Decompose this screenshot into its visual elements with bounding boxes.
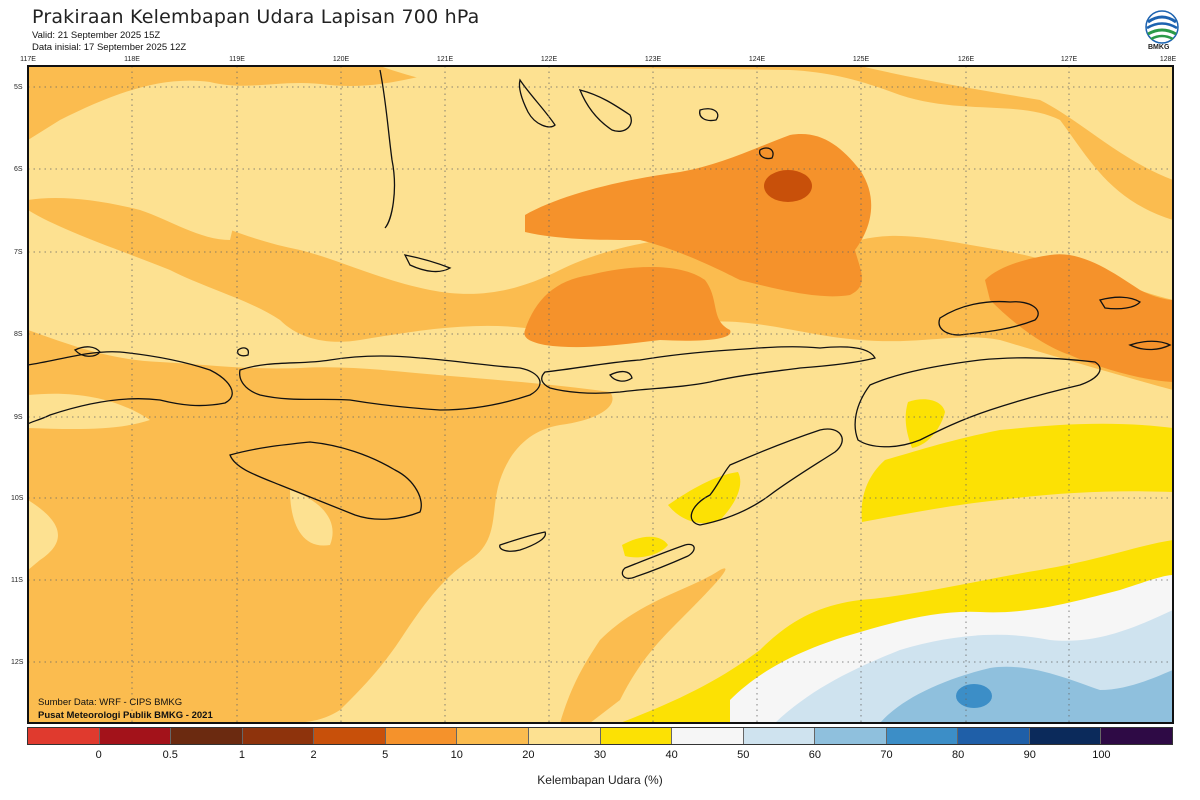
coast-small-n	[759, 147, 774, 160]
field-20-30-west-lobe	[28, 393, 333, 570]
humidity-field	[28, 66, 1173, 723]
lat-tick: 12S	[11, 659, 24, 666]
coast-small-e	[1128, 340, 1172, 351]
coast-sumbawa	[239, 355, 541, 411]
legend-label: 90	[1023, 749, 1036, 761]
coast-small-w	[73, 346, 101, 357]
legend-swatch	[886, 728, 959, 744]
lon-tick: 122E	[541, 56, 558, 63]
lat-lon-grid	[28, 66, 1173, 723]
bmkg-logo-label: BMKG	[1148, 44, 1170, 51]
coast-sumba	[229, 441, 422, 520]
lat-tick: 8S	[14, 331, 23, 338]
coast-rote-south	[621, 543, 695, 579]
bmkg-logo-icon	[1145, 10, 1179, 44]
legend-swatch	[28, 728, 100, 744]
coast-wetar	[938, 300, 1039, 336]
lat-tick: 10S	[11, 495, 24, 502]
legend-label: 70	[880, 749, 893, 761]
legend-swatch	[99, 728, 172, 744]
legend-swatch	[242, 728, 315, 744]
lon-tick: 125E	[853, 56, 870, 63]
lon-tick: 128E	[1160, 56, 1177, 63]
field-60-70	[880, 666, 1173, 723]
legend-swatch	[1029, 728, 1102, 744]
legend-swatch	[385, 728, 458, 744]
legend-label: 80	[952, 749, 965, 761]
legend-label: 20	[522, 749, 535, 761]
legend-swatch	[815, 728, 887, 744]
coast-buton	[578, 89, 632, 132]
legend-label: 10	[450, 749, 463, 761]
field-5-10-east	[985, 254, 1173, 382]
legend-label: 0	[95, 749, 102, 761]
coast-flores	[541, 346, 876, 394]
publisher: Pusat Meteorologi Publik BMKG - 2021	[38, 710, 213, 721]
legend-swatch	[600, 728, 673, 744]
coast-timor	[854, 357, 1101, 448]
lon-tick: 127E	[1061, 56, 1078, 63]
field-70-80	[956, 684, 992, 708]
map-title: Prakiraan Kelembapan Udara Lapisan 700 h…	[32, 6, 480, 28]
lon-tick: 123E	[645, 56, 662, 63]
coast-komodo	[609, 370, 633, 382]
field-5-10-central	[524, 266, 731, 348]
field-20-30-north	[28, 66, 1173, 240]
lon-tick-labels: 117E 118E 119E 120E 121E 122E 123E 124E …	[20, 56, 1176, 63]
coast-sulawesi-s	[379, 69, 396, 229]
lon-tick: 119E	[229, 56, 245, 63]
coast-selayar	[403, 254, 452, 273]
legend-label: 1	[238, 749, 245, 761]
legend-label: 2	[310, 749, 317, 761]
lat-tick: 11S	[11, 577, 23, 584]
lat-tick-labels: 5S 6S 7S 8S 9S 10S 11S 12S	[11, 84, 24, 666]
legend-label: 0.5	[162, 749, 178, 761]
lat-tick: 9S	[14, 414, 23, 421]
humidity-map: 117E 118E 119E 120E 121E 122E 123E 124E …	[11, 56, 1176, 724]
lat-tick: 6S	[14, 166, 23, 173]
lon-tick: 121E	[437, 56, 454, 63]
coast-savu-rote	[690, 428, 843, 526]
field-10-20	[28, 66, 1173, 390]
lon-tick: 124E	[749, 56, 766, 63]
coast-small-s	[499, 531, 547, 552]
legend-swatch	[743, 728, 816, 744]
valid-time: Valid: 21 September 2025 15Z	[32, 30, 161, 41]
legend-label: 30	[593, 749, 607, 761]
legend-labels: 0 0.5 1 2 5 10 20 30 40 50 60 70 80 90 100	[0, 749, 1200, 765]
field-30-40-timor	[905, 399, 945, 448]
coast-sulawesi-se	[518, 78, 556, 128]
legend-swatch	[1101, 728, 1172, 744]
legend-title: Kelembapan Udara (%)	[537, 773, 663, 787]
legend-swatch	[457, 728, 529, 744]
legend-swatch	[958, 728, 1030, 744]
field-10-20-central	[560, 568, 726, 723]
field-2-5-core	[764, 170, 812, 202]
legend-label: 100	[1092, 749, 1111, 761]
init-time: Data inisial: 17 September 2025 12Z	[32, 42, 187, 53]
legend-swatch	[672, 728, 744, 744]
map-frame	[27, 65, 1174, 724]
color-legend	[27, 727, 1173, 745]
lon-tick: 117E	[20, 56, 36, 63]
legend-swatch	[171, 728, 243, 744]
coast-lombok-bali	[28, 351, 233, 425]
data-source: Sumber Data: WRF - CIPS BMKG	[38, 697, 183, 708]
coast-small-w2	[236, 347, 250, 357]
lon-tick: 118E	[124, 56, 140, 63]
legend-label: 5	[382, 749, 389, 761]
legend-label: 60	[808, 749, 821, 761]
coastlines	[28, 69, 1172, 579]
legend-label: 40	[665, 749, 678, 761]
legend-label: 50	[737, 749, 750, 761]
lat-tick: 5S	[14, 84, 23, 91]
coast-alor	[1098, 296, 1141, 310]
field-30-40-east	[861, 423, 1173, 522]
legend-swatch	[528, 728, 601, 744]
lon-tick: 126E	[958, 56, 975, 63]
legend-swatch	[314, 728, 386, 744]
coast-small-n2	[699, 108, 719, 122]
lon-tick: 120E	[333, 56, 350, 63]
lat-tick: 7S	[14, 249, 23, 256]
